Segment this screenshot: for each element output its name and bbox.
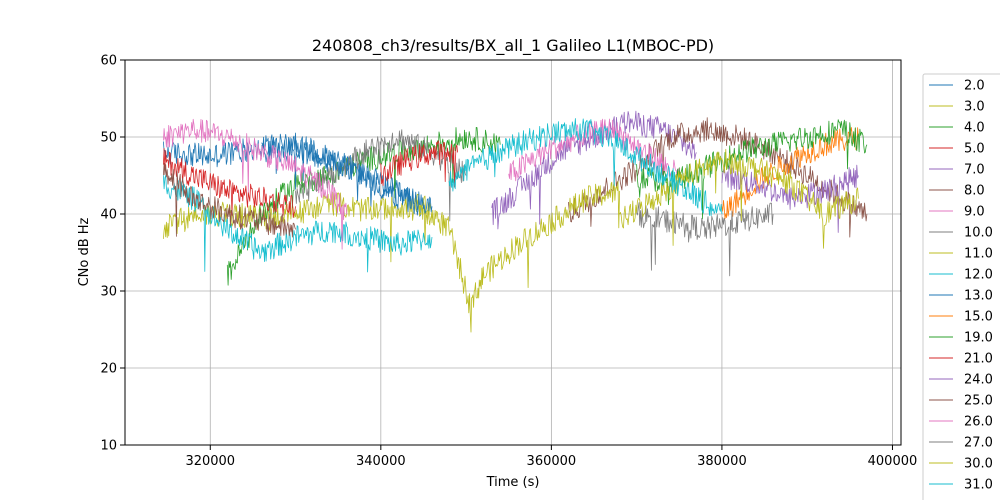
x-axis-ticks: 320000 340000 360000 380000 400000	[185, 445, 917, 469]
y-tick-label: 10	[100, 439, 117, 454]
legend-label: 12.0	[964, 268, 993, 283]
legend-entry: 10.0	[929, 226, 993, 241]
series-line-9-0	[508, 118, 680, 182]
legend-label: 11.0	[964, 247, 993, 262]
y-tick-label: 40	[100, 208, 117, 223]
series-line-21-0	[380, 140, 458, 188]
series-line-15-0	[721, 127, 859, 220]
legend-entry: 21.0	[929, 352, 993, 367]
legend-entry: 5.0	[929, 142, 985, 157]
x-tick-label: 380000	[697, 454, 747, 469]
y-tick-label: 20	[100, 362, 117, 377]
legend-label: 21.0	[964, 352, 993, 367]
series-line-24-0	[721, 164, 859, 233]
legend-entry: 13.0	[929, 289, 993, 304]
series-line-2-0	[163, 132, 424, 217]
legend-items: 2.0 3.0 4.0 5.0 7.0 8.0 9.0 10.0 11.0 12.0 13.0 15.…	[929, 79, 993, 493]
legend-entry: 25.0	[929, 394, 993, 409]
series-line-27-0	[636, 202, 774, 277]
legend-entry: 2.0	[929, 79, 985, 94]
legend-entry: 15.0	[929, 310, 993, 325]
series-line-5-0	[163, 148, 296, 218]
y-tick-label: 30	[100, 285, 117, 300]
series-line-13-0	[261, 137, 433, 216]
series-line-10-0	[295, 129, 467, 222]
series-line-31-0	[448, 118, 723, 217]
legend-entry: 11.0	[929, 247, 993, 262]
legend-entry: 24.0	[929, 373, 993, 388]
legend-entry: 12.0	[929, 268, 993, 283]
legend-label: 26.0	[964, 415, 993, 430]
legend-label: 7.0	[964, 163, 985, 178]
legend-entry: 7.0	[929, 163, 985, 178]
plot-area	[124, 59, 902, 446]
legend: 2.0 3.0 4.0 5.0 7.0 8.0 9.0 10.0 11.0 12.0 13.0 15.…	[922, 73, 1000, 500]
legend-label: 31.0	[964, 478, 993, 493]
legend-label: 24.0	[964, 373, 993, 388]
y-tick-label: 50	[100, 131, 117, 146]
legend-label: 19.0	[964, 331, 993, 346]
x-tick-label: 400000	[868, 454, 918, 469]
legend-label: 30.0	[964, 457, 993, 472]
legend-entry: 30.0	[929, 457, 993, 472]
legend-entry: 27.0	[929, 436, 993, 451]
series-line-30-0	[619, 148, 859, 249]
y-axis-ticks: 10 20 30 40 50 60	[100, 54, 125, 454]
legend-entry: 31.0	[929, 478, 993, 493]
x-tick-label: 340000	[356, 454, 406, 469]
y-axis-label: CNo dB Hz	[77, 217, 92, 286]
plot-frame	[124, 59, 902, 446]
legend-label: 27.0	[964, 436, 993, 451]
legend-entry: 26.0	[929, 415, 993, 430]
legend-label: 5.0	[964, 142, 985, 157]
series-line-11-0	[414, 181, 620, 333]
legend-entry: 9.0	[929, 205, 985, 220]
legend-entry: 3.0	[929, 100, 985, 115]
legend-label: 9.0	[964, 205, 985, 220]
legend-label: 15.0	[964, 310, 993, 325]
legend-label: 3.0	[964, 100, 985, 115]
series-line-25-0	[163, 162, 296, 238]
legend-entry: 19.0	[929, 331, 993, 346]
legend-label: 8.0	[964, 184, 985, 199]
chart-title: 240808_ch3/results/BX_all_1 Galileo L1(M…	[312, 36, 714, 56]
legend-label: 13.0	[964, 289, 993, 304]
legend-label: 2.0	[964, 79, 985, 94]
series-line-26-0	[163, 118, 348, 250]
y-tick-label: 60	[100, 54, 117, 69]
legend-label: 4.0	[964, 121, 985, 136]
x-tick-label: 360000	[527, 454, 577, 469]
series-layer	[163, 110, 868, 333]
x-tick-label: 320000	[185, 454, 235, 469]
legend-label: 25.0	[964, 394, 993, 409]
x-axis-label: Time (s)	[486, 475, 540, 490]
legend-entry: 8.0	[929, 184, 985, 199]
legend-entry: 4.0	[929, 121, 985, 136]
legend-frame	[922, 73, 1000, 500]
legend-label: 10.0	[964, 226, 993, 241]
